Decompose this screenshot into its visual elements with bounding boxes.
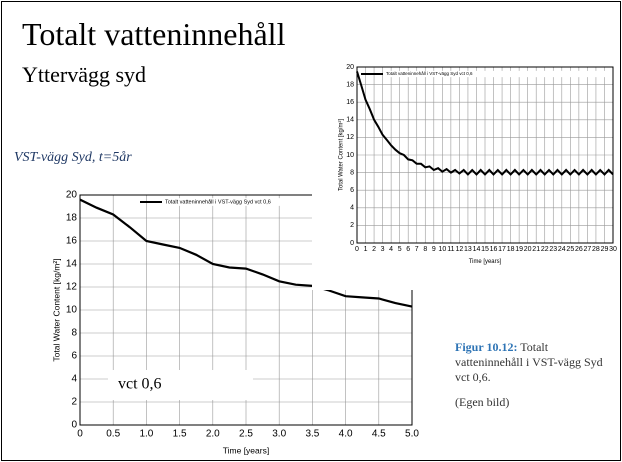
x-tick-label: 0 <box>77 429 83 440</box>
x-tick-label: 6 <box>406 246 410 253</box>
x-tick-label: 14 <box>473 246 481 253</box>
y-tick-label: 4 <box>350 205 354 212</box>
y-tick-label: 16 <box>66 236 78 247</box>
slide-subtitle: Yttervägg syd <box>22 62 147 87</box>
y-tick-label: 18 <box>346 81 354 88</box>
y-tick-label: 0 <box>71 420 77 431</box>
plot-border <box>356 66 614 244</box>
y-tick-label: 14 <box>346 117 354 124</box>
y-tick-label: 20 <box>66 190 78 201</box>
legend-label: Totalt vatteninnehåll i VST-vägg Syd vct… <box>165 198 271 205</box>
y-tick-label: 6 <box>71 351 77 362</box>
y-tick-label: 18 <box>66 213 78 224</box>
x-tick-label: 8 <box>423 246 427 253</box>
x-tick-label: 1.5 <box>173 429 187 440</box>
x-axis-label: Time [years] <box>469 259 502 265</box>
x-tick-label: 0.5 <box>106 429 120 440</box>
y-axis-label: Total Water Content [kg/m²] <box>51 258 61 361</box>
y-tick-label: 10 <box>346 152 354 159</box>
x-tick-label: 3.5 <box>305 429 319 440</box>
x-tick-label: 24 <box>558 246 566 253</box>
legend-label: Totalt vatteninnehåll i VST-vägg Syd vct… <box>386 70 473 76</box>
x-tick-label: 4.0 <box>339 429 353 440</box>
slide-title: Totalt vatteninnehåll <box>22 16 286 52</box>
caption-label: Figur 10.12: <box>455 340 518 354</box>
x-tick-label: 2 <box>372 246 376 253</box>
caption: Figur 10.12: Totalt vatteninnehåll i VST… <box>455 340 605 410</box>
x-axis-label: Time [years] <box>223 445 269 455</box>
legend-bg <box>385 70 607 78</box>
x-tick-label: 1 <box>364 246 368 253</box>
x-tick-label: 1.0 <box>139 429 153 440</box>
x-tick-label: 9 <box>432 246 436 253</box>
x-tick-label: 12 <box>456 246 464 253</box>
y-tick-label: 0 <box>350 240 354 247</box>
x-tick-label: 10 <box>438 246 446 253</box>
y-tick-label: 8 <box>350 169 354 176</box>
x-tick-label: 29 <box>601 246 609 253</box>
y-tick-label: 6 <box>350 187 354 194</box>
x-tick-label: 22 <box>541 246 549 253</box>
x-tick-label: 2.0 <box>206 429 220 440</box>
x-tick-label: 28 <box>592 246 600 253</box>
legend-bg <box>164 198 406 206</box>
y-tick-label: 2 <box>350 222 354 229</box>
x-tick-label: 2.5 <box>239 429 253 440</box>
x-tick-label: 20 <box>524 246 532 253</box>
y-axis-label: Total Water Content [kg/m²] <box>338 119 344 191</box>
section-label: VST-vägg Syd, t=5år <box>14 150 132 165</box>
x-tick-label: 13 <box>464 246 472 253</box>
y-tick-label: 8 <box>71 328 77 339</box>
data-line <box>356 71 614 176</box>
x-tick-label: 16 <box>490 246 498 253</box>
x-tick-label: 5 <box>398 246 402 253</box>
caption-text: Totalt vatteninnehåll i VST-vägg Syd vct… <box>455 340 603 384</box>
x-tick-label: 30 <box>609 246 617 253</box>
x-tick-label: 23 <box>549 246 557 253</box>
x-tick-label: 0 <box>355 246 359 253</box>
x-tick-label: 4 <box>389 246 393 253</box>
plot-border <box>79 194 413 426</box>
y-tick-label: 16 <box>346 99 354 106</box>
data-line <box>79 198 413 308</box>
x-tick-label: 5.0 <box>405 429 419 440</box>
y-tick-label: 10 <box>66 305 78 316</box>
x-tick-label: 21 <box>532 246 540 253</box>
x-tick-label: 3.0 <box>272 429 286 440</box>
y-tick-label: 2 <box>71 397 77 408</box>
x-tick-label: 19 <box>515 246 523 253</box>
y-tick-label: 12 <box>66 282 78 293</box>
x-tick-label: 7 <box>415 246 419 253</box>
chart-background <box>312 58 620 290</box>
x-tick-label: 15 <box>481 246 489 253</box>
y-tick-label: 4 <box>71 374 77 385</box>
caption-source: (Egen bild) <box>455 395 510 409</box>
y-tick-label: 20 <box>346 64 354 71</box>
y-tick-label: 12 <box>346 134 354 141</box>
x-tick-label: 4.5 <box>372 429 386 440</box>
annotation: vct 0,6 <box>118 376 162 393</box>
annotation-box <box>108 370 253 400</box>
x-tick-label: 26 <box>575 246 583 253</box>
x-tick-label: 25 <box>566 246 574 253</box>
x-tick-label: 11 <box>447 246 454 253</box>
x-tick-label: 17 <box>498 246 506 253</box>
x-tick-label: 3 <box>381 246 385 253</box>
x-tick-label: 27 <box>584 246 592 253</box>
y-tick-label: 14 <box>66 259 78 270</box>
x-tick-label: 18 <box>507 246 515 253</box>
